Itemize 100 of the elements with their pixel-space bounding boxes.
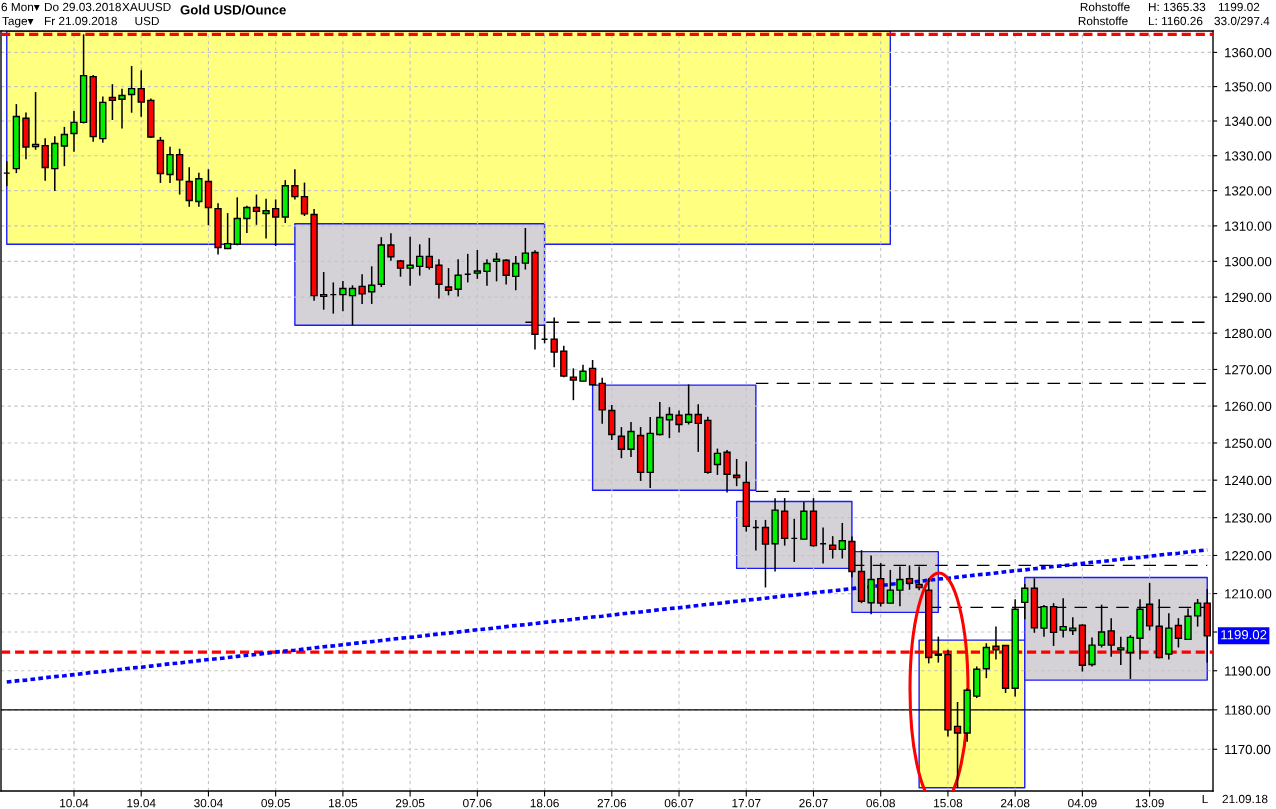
candlestick (185, 166, 193, 208)
candlestick (320, 271, 328, 311)
y-tick-label: 1240.00 (1225, 475, 1272, 486)
y-tick-label: 1350.00 (1225, 82, 1272, 92)
text: 1199.02 (1218, 2, 1260, 12)
x-tick-label: 06.07 (664, 798, 694, 808)
y-tick-label: 1270.00 (1225, 365, 1272, 375)
candlestick (243, 204, 251, 234)
candlestick (473, 249, 482, 280)
candlestick (118, 87, 126, 130)
candlestick (1088, 636, 1096, 668)
candlestick (905, 564, 914, 591)
x-tick-label: 19.04 (127, 798, 156, 808)
text: Rohstoffe (1078, 16, 1128, 26)
y-tick-label: 1230.00 (1225, 513, 1272, 523)
x-tick-label: 18.06 (530, 798, 559, 808)
candlestick (358, 273, 366, 305)
x-tick-label: 17.07 (732, 798, 761, 808)
text: Tage▾ (2, 16, 34, 28)
x-tick-label: 15.08 (934, 798, 963, 808)
x-tick-label: 30.04 (194, 798, 223, 808)
candlestick (41, 137, 49, 182)
text: L: 1160.26 (1148, 16, 1203, 26)
chart-title: Gold USD/Ounce (180, 4, 286, 15)
text: 1199.02 (1221, 629, 1267, 640)
candlestick (127, 65, 136, 114)
y-tick-label: 1220.00 (1225, 551, 1272, 561)
x-tick-label: 26.07 (799, 798, 828, 808)
candlestick (829, 535, 837, 560)
candlestick (262, 197, 270, 240)
y-tick-label: 1210.00 (1225, 589, 1272, 599)
x-tick-label: 10.04 (60, 798, 89, 808)
x-tick-label: 18.05 (329, 798, 358, 808)
candlestick (300, 181, 309, 217)
candlestick (694, 403, 702, 453)
text: Rohstoffe (1080, 2, 1130, 12)
candlestick (444, 267, 453, 297)
candlestick (761, 519, 770, 589)
candlestick (512, 255, 520, 292)
candlestick (166, 145, 174, 184)
candlestick (608, 404, 616, 441)
candlestick (502, 258, 510, 286)
text: Do 29.03.2018 (44, 2, 121, 12)
candlestick (291, 168, 299, 201)
text: XAUUSD (122, 2, 171, 12)
candlestick (588, 359, 597, 387)
candlestick (387, 232, 395, 262)
x-tick-label: 13.09 (1135, 798, 1164, 808)
text: 6 Mon▾ (1, 2, 40, 12)
candlestick (406, 236, 414, 287)
candlestick (713, 447, 722, 476)
candlestick (1069, 616, 1077, 636)
candlestick (195, 172, 203, 208)
candlestick (521, 227, 530, 271)
x-tick-label: 27.06 (597, 798, 627, 808)
y-tick-label: 1290.00 (1225, 292, 1272, 303)
candlestick (271, 198, 280, 247)
text: Fr 21.09.2018 (44, 16, 117, 26)
candlestick (886, 569, 894, 604)
y-tick-label: 1190.00 (1225, 666, 1271, 676)
y-tick-label: 1310.00 (1225, 221, 1272, 231)
candlestick (348, 284, 357, 326)
candlestick (425, 237, 434, 271)
candlestick (416, 243, 424, 277)
x-tick-label: 07.06 (463, 798, 492, 808)
text: USD (135, 16, 159, 26)
x-tick-label: 06.08 (866, 798, 895, 808)
y-tick-label: 1320.00 (1225, 186, 1272, 196)
candlestick (60, 126, 69, 167)
candlestick (339, 280, 347, 312)
candlestick (108, 83, 117, 121)
y-tick-label: 1300.00 (1225, 256, 1272, 267)
candlestick (838, 522, 846, 560)
candlestick (1174, 617, 1183, 649)
candlestick (454, 258, 462, 298)
y-tick-label: 1280.00 (1225, 328, 1272, 339)
candlestick (252, 193, 261, 226)
text: 21.09.18 (1222, 794, 1268, 804)
candlestick (723, 449, 731, 494)
candlestick (1126, 634, 1135, 680)
y-tick-label: 1170.00 (1225, 744, 1271, 755)
candlestick (656, 401, 664, 437)
text: L (1202, 794, 1208, 804)
x-tick-label: 09.05 (261, 798, 290, 808)
candlestick (569, 367, 578, 401)
y-tick-label: 1180.00 (1225, 705, 1271, 715)
candlestick (70, 110, 78, 153)
y-tick-label: 1260.00 (1225, 401, 1272, 411)
x-tick-label: 04.09 (1068, 798, 1097, 808)
candlestick (483, 258, 491, 287)
y-tick-label: 1360.00 (1225, 47, 1272, 58)
candlestick (1117, 635, 1125, 666)
candlestick (627, 421, 635, 458)
candlestick (435, 258, 443, 300)
candlestick (665, 406, 674, 439)
candlestick (982, 642, 991, 679)
x-tick-label: 24.08 (1000, 798, 1030, 808)
candlestick (137, 69, 145, 118)
text: H: 1365.33 (1148, 2, 1206, 12)
y-tick-label: 1340.00 (1225, 116, 1272, 126)
